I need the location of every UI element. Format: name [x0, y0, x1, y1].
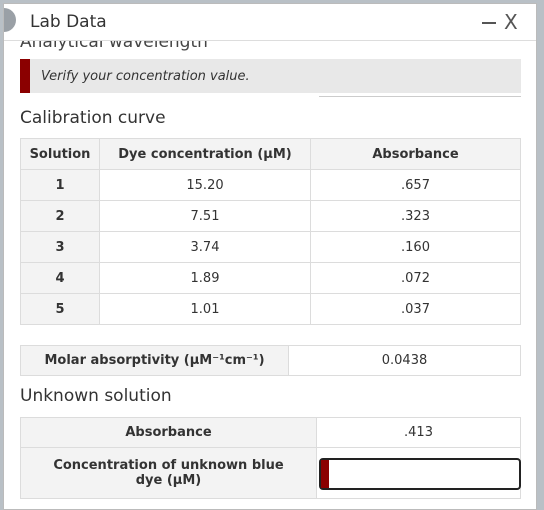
concentration-input[interactable]: [319, 458, 521, 490]
table-cell: .160: [310, 231, 521, 263]
table-cell: 1.01: [99, 293, 311, 325]
table-cell: .413: [316, 417, 521, 448]
row-header: 5: [20, 293, 100, 325]
table-header: Absorbance: [20, 417, 317, 448]
table-cell: .072: [310, 262, 521, 294]
table-cell: .657: [310, 169, 521, 201]
table-cell: .323: [310, 200, 521, 232]
input-error-bar: [321, 460, 329, 488]
table-cell: 7.51: [99, 200, 311, 232]
table-cell: 15.20: [99, 169, 311, 201]
alert-text: Verify your concentration value.: [41, 69, 250, 84]
minimize-button[interactable]: [482, 22, 496, 24]
table-header: Dye concentration (μM): [99, 138, 311, 170]
unknown-table: Absorbance .413 Concentration of unknown…: [20, 417, 521, 500]
table-header: Absorbance: [310, 138, 521, 170]
calibration-table: Solution Dye concentration (μM) Absorbance…: [20, 138, 521, 325]
window-title: Lab Data: [30, 12, 107, 32]
table-cell: 1.89: [99, 262, 311, 294]
table-cell: .037: [310, 293, 521, 325]
table-cell: 0.0438: [288, 345, 521, 376]
row-header: 2: [20, 200, 100, 232]
table-header: Molar absorptivity (μM⁻¹cm⁻¹): [20, 345, 289, 376]
section-title: Unknown solution: [20, 386, 172, 406]
close-button[interactable]: X: [504, 10, 518, 34]
dialog: Analytical wavelength Lab Data X Verify …: [3, 3, 537, 510]
table-cell: 3.74: [99, 231, 311, 263]
table-cell: [316, 447, 521, 499]
row-header: 1: [20, 169, 100, 201]
divider: [319, 96, 521, 97]
table-header: Solution: [20, 138, 100, 170]
alert: Verify your concentration value.: [20, 59, 521, 93]
section-title: Calibration curve: [20, 108, 166, 128]
row-header: 4: [20, 262, 100, 294]
app-icon: [4, 8, 16, 32]
molar-table: Molar absorptivity (μM⁻¹cm⁻¹) 0.0438: [20, 345, 521, 376]
table-header: Concentration of unknown blue dye (μM): [20, 447, 317, 499]
alert-bar: [20, 59, 30, 93]
row-header: 3: [20, 231, 100, 263]
title-bar: Lab Data X: [4, 4, 536, 41]
